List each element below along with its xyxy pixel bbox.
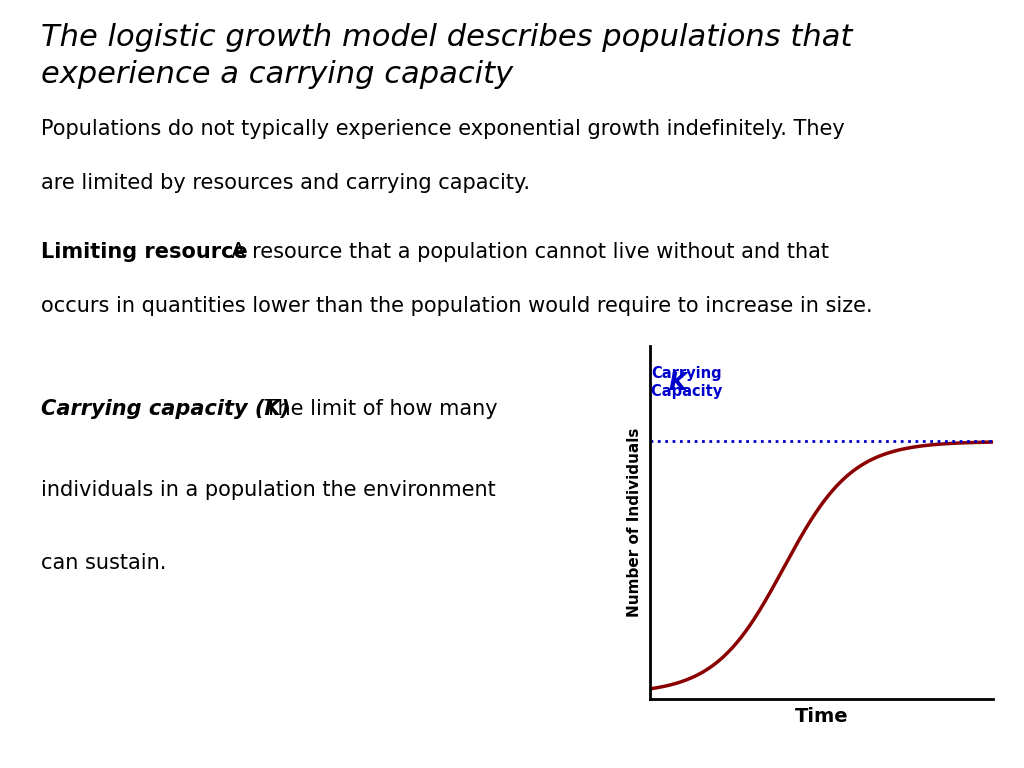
Text: occurs in quantities lower than the population would require to increase in size: occurs in quantities lower than the popu… bbox=[41, 296, 872, 316]
Text: can sustain.: can sustain. bbox=[41, 553, 166, 573]
Text: Populations do not typically experience exponential growth indefinitely. They: Populations do not typically experience … bbox=[41, 119, 845, 139]
Text: K: K bbox=[668, 371, 686, 395]
Text: Carrying
Capacity: Carrying Capacity bbox=[651, 366, 728, 399]
Text: Limiting resource: Limiting resource bbox=[41, 242, 248, 262]
Text: individuals in a population the environment: individuals in a population the environm… bbox=[41, 480, 496, 500]
Text: The logistic growth model describes populations that
experience a carrying capac: The logistic growth model describes popu… bbox=[41, 23, 852, 89]
Text: are limited by resources and carrying capacity.: are limited by resources and carrying ca… bbox=[41, 173, 530, 193]
Text: The limit of how many: The limit of how many bbox=[258, 399, 498, 419]
Text: A resource that a population cannot live without and that: A resource that a population cannot live… bbox=[218, 242, 829, 262]
Text: Carrying capacity (K): Carrying capacity (K) bbox=[41, 399, 290, 419]
Y-axis label: Number of Individuals: Number of Individuals bbox=[627, 428, 642, 617]
X-axis label: Time: Time bbox=[795, 707, 849, 727]
